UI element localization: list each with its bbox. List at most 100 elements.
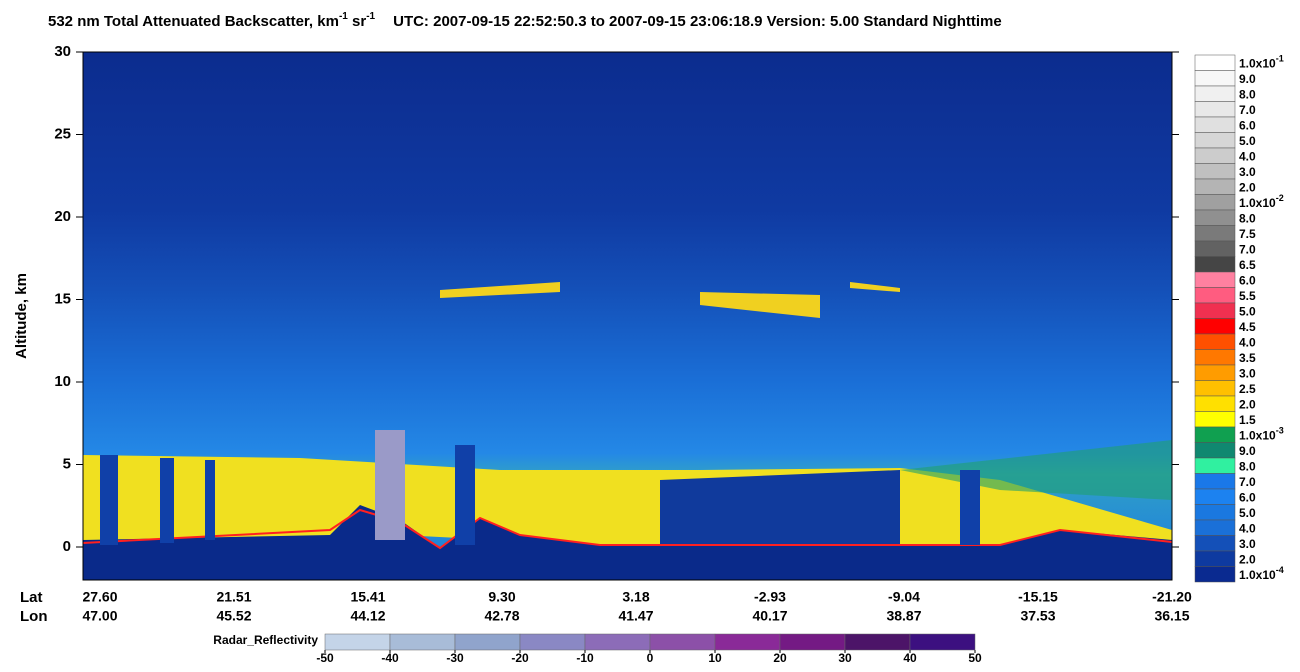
colorbar-label: 1.0x10-2 — [1239, 193, 1284, 210]
x-tick-label: -15.15 — [1018, 589, 1058, 605]
radar-tick-label: -10 — [576, 651, 594, 665]
colorbar-label: 8.0 — [1239, 87, 1256, 101]
text-part: 2.5 — [1239, 382, 1256, 396]
x-tick-label: -9.04 — [888, 589, 920, 605]
text-part: 9.0 — [1239, 444, 1256, 458]
colorbar-swatch — [1194, 302, 1236, 319]
y-tick-label: 30 — [54, 43, 71, 60]
text-part: 5.5 — [1239, 289, 1256, 303]
text-part: 6.0 — [1239, 490, 1256, 504]
colorbar-label: 3.0 — [1239, 165, 1256, 179]
y-tick-label: 0 — [63, 538, 71, 555]
colorbar-label: 6.5 — [1239, 258, 1256, 272]
text-part: 3.0 — [1239, 366, 1256, 380]
x-tick-label: -21.20 — [1152, 589, 1192, 605]
colorbar-swatch — [1194, 364, 1236, 381]
text-part: 2.0 — [1239, 552, 1256, 566]
colorbar-label: 2.5 — [1239, 382, 1256, 396]
y-tick-label: 10 — [54, 373, 71, 390]
text-part: 4.5 — [1239, 320, 1256, 334]
colorbar-swatch — [1194, 442, 1236, 459]
radar-tick-label: 10 — [708, 651, 722, 665]
colorbar-label: 5.5 — [1239, 289, 1256, 303]
colorbar-swatch — [1194, 70, 1236, 87]
colorbar-label: 5.0 — [1239, 506, 1256, 520]
text-part: 4.0 — [1239, 149, 1256, 163]
colorbar-swatch — [1194, 54, 1236, 71]
colorbar-swatch — [1194, 333, 1236, 350]
colorbar-swatch — [1194, 178, 1236, 195]
y-tick-label: 5 — [63, 455, 71, 472]
x-tick-label: 21.51 — [216, 589, 251, 605]
x-tick-label: 3.18 — [622, 589, 649, 605]
text-part: 2.0 — [1239, 180, 1256, 194]
colorbar-swatch — [1194, 116, 1236, 133]
radar-tick-label: 40 — [903, 651, 917, 665]
radar-tick-label: -20 — [511, 651, 529, 665]
text-part: 7.5 — [1239, 227, 1256, 241]
text-part: -2 — [1276, 193, 1284, 203]
radar-tick-label: -40 — [381, 651, 399, 665]
text-part: -1 — [339, 11, 348, 22]
colorbar-label: 2.0 — [1239, 180, 1256, 194]
colorbar-label: 1.5 — [1239, 413, 1256, 427]
text-part: 8.0 — [1239, 87, 1256, 101]
colorbar-label: 5.0 — [1239, 304, 1256, 318]
colorbar-swatch — [1194, 488, 1236, 505]
text-part: 4.0 — [1239, 335, 1256, 349]
colorbar-label: 4.0 — [1239, 149, 1256, 163]
colorbar-label: 7.5 — [1239, 227, 1256, 241]
colorbar-label: 3.5 — [1239, 351, 1256, 365]
y-tick-label: 15 — [54, 290, 71, 307]
colorbar-label: 8.0 — [1239, 459, 1256, 473]
colorbar-label: 8.0 — [1239, 211, 1256, 225]
x-tick-label: -2.93 — [754, 589, 786, 605]
colorbar-swatch — [1194, 101, 1236, 118]
radar-swatch — [909, 633, 976, 651]
text-part: 2.0 — [1239, 397, 1256, 411]
colorbar-swatch — [1194, 349, 1236, 366]
plot-image — [82, 52, 1173, 580]
colorbar-swatch — [1194, 85, 1236, 102]
colorbar-swatch — [1194, 550, 1236, 567]
radar-swatch — [519, 633, 586, 651]
x-tick-label: 45.52 — [216, 608, 251, 624]
text-part: 8.0 — [1239, 211, 1256, 225]
x-tick-label: 42.78 — [484, 608, 519, 624]
text-part: 8.0 — [1239, 459, 1256, 473]
text-part: 1.5 — [1239, 413, 1256, 427]
colorbar-swatch — [1194, 457, 1236, 474]
colorbar-swatch — [1194, 163, 1236, 180]
radar-tick-label: 50 — [968, 651, 982, 665]
text-part: 6.0 — [1239, 118, 1256, 132]
colorbar-swatch — [1194, 380, 1236, 397]
colorbar-label: 6.0 — [1239, 490, 1256, 504]
radar-swatch — [584, 633, 651, 651]
radar-swatch — [324, 633, 391, 651]
colorbar-label: 6.0 — [1239, 118, 1256, 132]
colorbar-swatch — [1194, 535, 1236, 552]
colorbar-swatch — [1194, 209, 1236, 226]
x-tick-label: 38.87 — [886, 608, 921, 624]
colorbar-swatch — [1194, 194, 1236, 211]
x-row-name: Lat — [20, 589, 43, 606]
radar-tick-label: -50 — [316, 651, 334, 665]
text-part: 3.5 — [1239, 351, 1256, 365]
colorbar-label: 1.0x10-3 — [1239, 426, 1284, 443]
text-part: 5.0 — [1239, 134, 1256, 148]
text-part: 7.0 — [1239, 475, 1256, 489]
colorbar-swatch — [1194, 411, 1236, 428]
colorbar-label: 2.0 — [1239, 552, 1256, 566]
colorbar-swatch — [1194, 426, 1236, 443]
text-part: UTC: 2007-09-15 22:52:50.3 to 2007-09-15… — [393, 13, 1002, 30]
x-row-name: Lon — [20, 608, 48, 625]
text-part: 7.0 — [1239, 242, 1256, 256]
colorbar-label: 2.0 — [1239, 397, 1256, 411]
colorbar-label: 6.0 — [1239, 273, 1256, 287]
text-part: 1.0x10 — [1239, 56, 1276, 70]
text-part: 1.0x10 — [1239, 196, 1276, 210]
colorbar-label: 4.0 — [1239, 521, 1256, 535]
colorbar-swatch — [1194, 225, 1236, 242]
text-part: 6.0 — [1239, 273, 1256, 287]
colorbar-swatch — [1194, 395, 1236, 412]
